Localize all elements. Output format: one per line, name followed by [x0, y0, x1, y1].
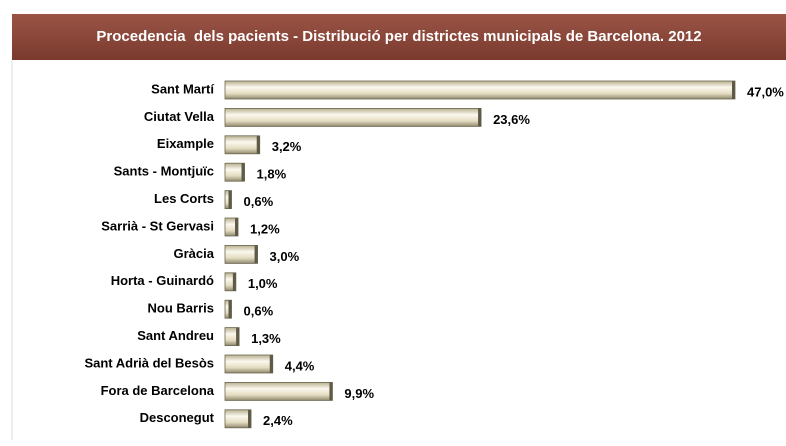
title-banner	[12, 14, 786, 60]
value-label: 3,0%	[270, 249, 300, 264]
bar-cap	[232, 272, 236, 291]
value-label: 1,8%	[257, 167, 287, 182]
bar	[224, 80, 736, 100]
bar	[224, 244, 258, 264]
value-label: 0,6%	[244, 194, 274, 209]
bar	[224, 135, 261, 155]
bar-cap	[228, 190, 232, 209]
bar-cap	[236, 327, 240, 346]
value-label: 1,3%	[251, 331, 281, 346]
bar-cap	[248, 409, 252, 428]
bar-cap	[269, 355, 273, 373]
category-label: Sarrià - St Gervasi	[101, 218, 214, 233]
bar-cap	[254, 245, 258, 264]
bar-cap	[329, 382, 333, 401]
bar-cap	[235, 218, 239, 236]
bar-cap	[732, 81, 735, 99]
value-label: 9,9%	[344, 386, 374, 401]
category-label: Gràcia	[174, 246, 215, 261]
category-label: Sant Martí	[151, 81, 214, 96]
category-label: Ciutat Vella	[144, 109, 215, 124]
bar	[224, 381, 333, 401]
category-label: Desconegut	[140, 410, 215, 425]
value-label: 3,2%	[272, 139, 302, 154]
value-label: 1,2%	[250, 221, 280, 236]
value-label: 4,4%	[285, 358, 315, 373]
bar	[224, 409, 252, 429]
chart-title: Procedencia dels pacients - Distribució …	[96, 28, 701, 45]
value-label: 2,4%	[263, 413, 293, 428]
bar-cap	[256, 135, 260, 154]
category-label: Sant Andreu	[137, 328, 214, 343]
value-label: 23,6%	[493, 112, 530, 127]
bar	[224, 354, 274, 374]
value-label: 47,0%	[747, 84, 784, 99]
category-label: Horta - Guinardó	[111, 273, 214, 288]
bar-cap	[241, 163, 245, 182]
category-label: Sants - Montjuïc	[114, 164, 214, 179]
value-label: 0,6%	[244, 304, 274, 319]
category-label: Sant Adrià del Besòs	[84, 355, 214, 370]
bar-cap	[228, 300, 232, 319]
category-label: Nou Barris	[148, 301, 214, 316]
bar-cap	[478, 108, 482, 127]
value-label: 1,0%	[248, 276, 278, 291]
category-label: Fora de Barcelona	[101, 383, 215, 398]
category-label: Eixample	[157, 136, 214, 151]
bar	[224, 108, 482, 127]
category-label: Les Corts	[154, 191, 214, 206]
